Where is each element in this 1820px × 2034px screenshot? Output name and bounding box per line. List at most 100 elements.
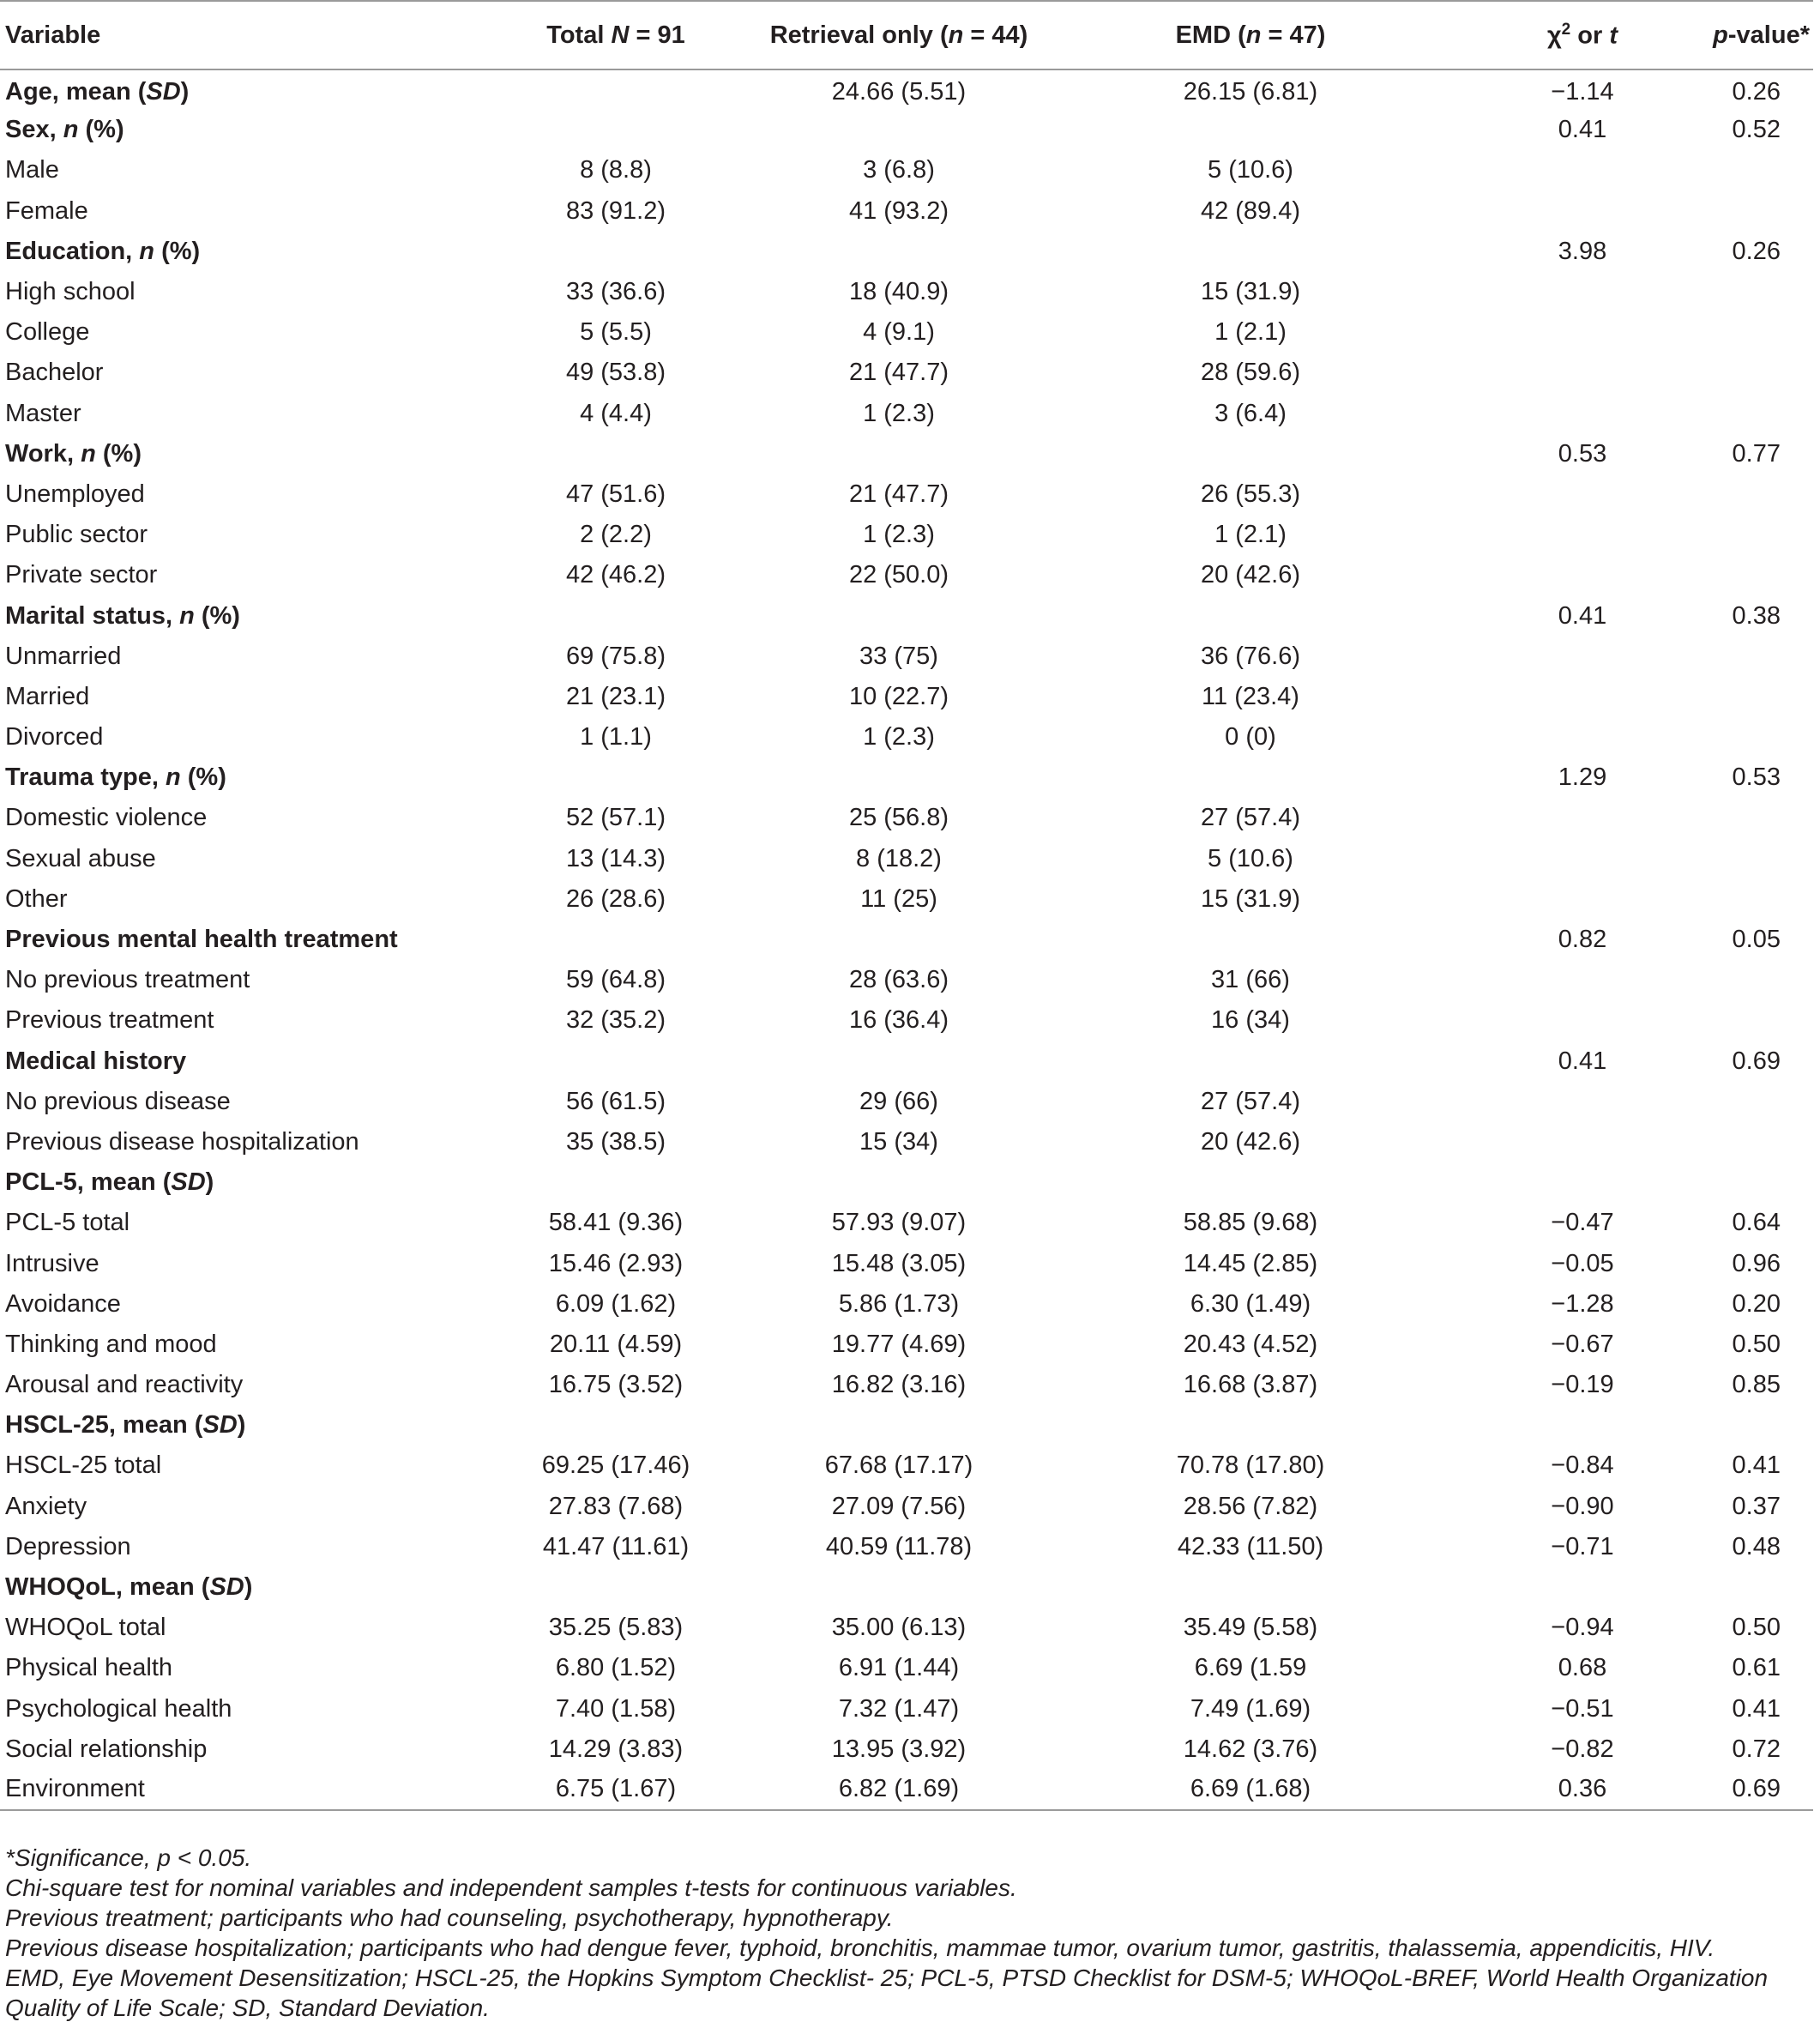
- cell-total: [506, 920, 720, 960]
- cell-statistic: [1424, 798, 1638, 838]
- cell-p-value: [1638, 1405, 1813, 1446]
- cell-statistic: [1424, 717, 1638, 757]
- header-total: Total N = 91: [506, 0, 720, 70]
- table-row: Depression 41.47 (11.61) 40.59 (11.78) 42.3…: [0, 1527, 1813, 1567]
- section-row: Education, n (%) 3.98 0.26: [0, 232, 1813, 272]
- cell-statistic: [1424, 1405, 1638, 1446]
- cell-emd: 14.45 (2.85): [1183, 1249, 1318, 1277]
- cell-p-value: 0.69: [1638, 1769, 1813, 1812]
- cell-total: 6.09 (1.62): [555, 1289, 677, 1318]
- cell-total: 52 (57.1): [565, 804, 666, 832]
- row-label: Private sector: [5, 561, 158, 589]
- row-label: WHOQoL total: [5, 1614, 166, 1642]
- footnote-previous-disease: Previous disease hospitalization; partic…: [5, 1934, 1715, 1961]
- row-label: Previous disease hospitalization: [5, 1127, 359, 1156]
- cell-total: [506, 232, 720, 272]
- table-row: Environment 6.75 (1.67) 6.82 (1.69) 6.69 (1…: [0, 1769, 1813, 1812]
- cell-statistic: [1424, 555, 1638, 595]
- table-row: Previous disease hospitalization 35 (38.5…: [0, 1122, 1813, 1162]
- cell-retrieval-only: [720, 757, 1072, 798]
- section-label: WHOQoL, mean (SD): [5, 1573, 253, 1602]
- cell-total: [506, 595, 720, 636]
- cell-retrieval-only: 28 (63.6): [848, 966, 949, 994]
- cell-emd: 14.62 (3.76): [1183, 1735, 1318, 1763]
- cell-retrieval-only: 21 (47.7): [848, 480, 949, 508]
- row-label: Social relationship: [5, 1735, 208, 1763]
- table-row: Previous treatment 32 (35.2) 16 (36.4) 16 (…: [0, 1000, 1813, 1041]
- row-label: Depression: [5, 1532, 131, 1560]
- cell-p-value: [1638, 1082, 1813, 1122]
- row-label: Married: [5, 682, 90, 710]
- cell-statistic: [1424, 1122, 1638, 1162]
- cell-retrieval-only: [720, 1041, 1072, 1082]
- cell-retrieval-only: 21 (47.7): [848, 359, 949, 387]
- cell-total: 6.75 (1.67): [506, 1769, 720, 1812]
- cell-retrieval-only: [720, 1405, 1072, 1446]
- row-label: Avoidance: [5, 1289, 121, 1318]
- cell-p-value: 0.52: [1732, 116, 1781, 144]
- cell-total: 15.46 (2.93): [548, 1249, 684, 1277]
- cell-retrieval-only: 15 (34): [859, 1127, 938, 1156]
- cell-retrieval-only: 6.82 (1.69): [720, 1769, 1072, 1812]
- cell-retrieval-only: [720, 110, 1072, 150]
- table-row: Female 83 (91.2) 41 (93.2) 42 (89.4): [0, 191, 1813, 232]
- table-row: Sexual abuse 13 (14.3) 8 (18.2) 5 (10.6): [0, 839, 1813, 879]
- cell-total: 20.11 (4.59): [549, 1330, 683, 1358]
- cell-retrieval-only: [720, 232, 1072, 272]
- cell-statistic: [1424, 1567, 1638, 1608]
- cell-p-value: 0.77: [1732, 439, 1781, 468]
- cell-p-value: [1638, 879, 1813, 920]
- cell-statistic: 0.41: [1558, 116, 1607, 144]
- section-row: Age, mean (SD) 24.66 (5.51) 26.15 (6.81) −1…: [0, 69, 1813, 110]
- cell-statistic: [1424, 637, 1638, 677]
- cell-total: [506, 1041, 720, 1082]
- cell-emd: [1072, 1041, 1424, 1082]
- cell-p-value: 0.48: [1732, 1532, 1781, 1560]
- cell-p-value: [1638, 474, 1813, 515]
- cell-statistic: [1424, 677, 1638, 717]
- cell-p-value: [1638, 717, 1813, 757]
- cell-total: 58.41 (9.36): [548, 1209, 684, 1237]
- cell-retrieval-only: 24.66 (5.51): [831, 77, 967, 106]
- cell-retrieval-only: 1 (2.3): [863, 521, 935, 549]
- section-label: Previous mental health treatment: [5, 926, 398, 954]
- table-row: Intrusive 15.46 (2.93) 15.48 (3.05) 14.45 (…: [0, 1243, 1813, 1283]
- table-row: Private sector 42 (46.2) 22 (50.0) 20 (42.6…: [0, 555, 1813, 595]
- cell-total: [506, 1567, 720, 1608]
- cell-total: 49 (53.8): [565, 359, 666, 387]
- cell-total: 42 (46.2): [565, 561, 666, 589]
- header-statistic: χ2 or t: [1424, 0, 1638, 70]
- table-row: WHOQoL total 35.25 (5.83) 35.00 (6.13) 35.4…: [0, 1608, 1813, 1648]
- cell-p-value: 0.61: [1732, 1654, 1781, 1682]
- cell-emd: 31 (66): [1211, 966, 1290, 994]
- cell-statistic: [1424, 1162, 1638, 1203]
- footnote-tests: Chi-square test for nominal variables an…: [5, 1874, 1017, 1901]
- table-row: Anxiety 27.83 (7.68) 27.09 (7.56) 28.56 (7.…: [0, 1487, 1813, 1527]
- cell-statistic: −0.47: [1551, 1209, 1614, 1237]
- cell-total: 6.80 (1.52): [555, 1654, 677, 1682]
- cell-emd: 6.69 (1.68): [1072, 1769, 1424, 1812]
- cell-retrieval-only: 16 (36.4): [848, 1006, 949, 1035]
- cell-statistic: −1.28: [1551, 1289, 1614, 1318]
- header-emd: EMD (n = 47): [1072, 0, 1424, 70]
- cell-emd: 15 (31.9): [1200, 278, 1301, 306]
- cell-emd: 0 (0): [1225, 723, 1276, 751]
- cell-retrieval-only: 19.77 (4.69): [831, 1330, 967, 1358]
- cell-retrieval-only: 5.86 (1.73): [838, 1289, 960, 1318]
- cell-statistic: 0.41: [1558, 601, 1607, 630]
- cell-total: 33 (36.6): [565, 278, 666, 306]
- cell-p-value: 0.72: [1732, 1735, 1781, 1763]
- cell-retrieval-only: 1 (2.3): [863, 399, 935, 427]
- table-row: Divorced 1 (1.1) 1 (2.3) 0 (0): [0, 717, 1813, 757]
- table-row: Physical health 6.80 (1.52) 6.91 (1.44) 6.6…: [0, 1648, 1813, 1688]
- section-label: Marital status, n (%): [5, 601, 240, 630]
- cell-statistic: [1424, 1000, 1638, 1041]
- cell-total: 8 (8.8): [580, 156, 652, 184]
- table-row: No previous treatment 59 (64.8) 28 (63.6) 3…: [0, 960, 1813, 1000]
- cell-retrieval-only: 22 (50.0): [848, 561, 949, 589]
- cell-emd: 26 (55.3): [1200, 480, 1301, 508]
- cell-p-value: [1638, 960, 1813, 1000]
- cell-statistic: [1424, 394, 1638, 434]
- cell-statistic: [1424, 353, 1638, 393]
- cell-retrieval-only: 41 (93.2): [848, 196, 949, 225]
